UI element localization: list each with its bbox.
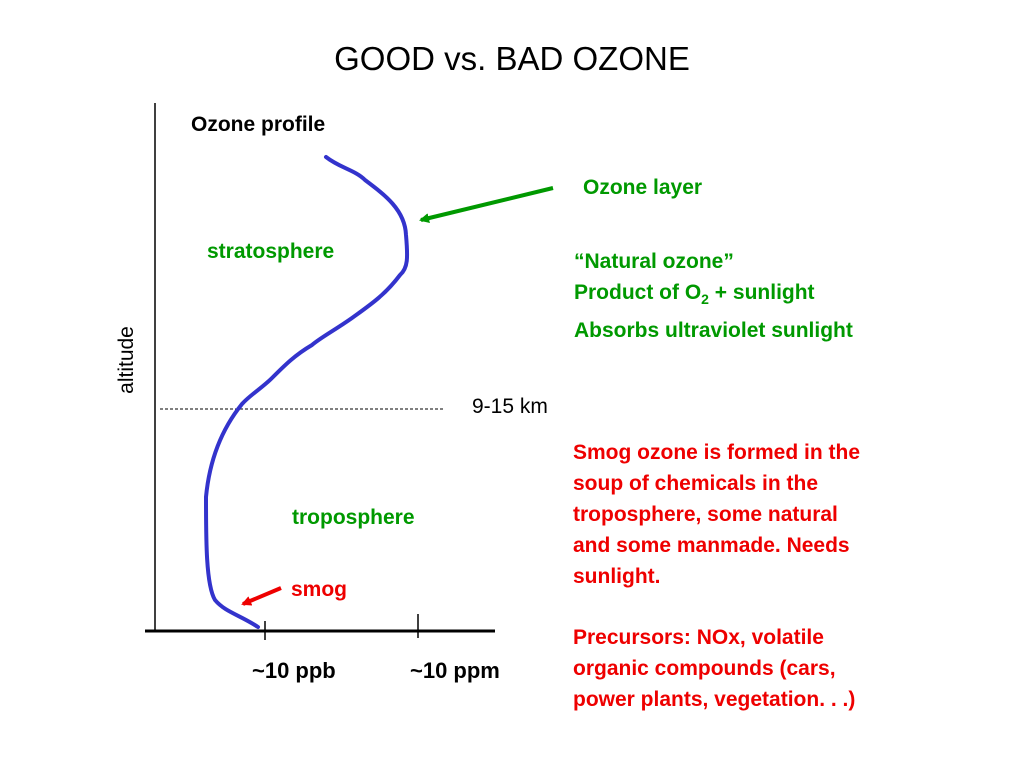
precursors-text: Precursors: NOx, volatile organic compou… — [573, 622, 855, 715]
precursors-line2: organic compounds (cars, — [573, 657, 836, 680]
y-axis-label: altitude — [115, 326, 138, 394]
smog-ozone-line5: sunlight. — [573, 565, 661, 588]
profile-title: Ozone profile — [191, 113, 326, 136]
x-tick-label-ppb: ~10 ppb — [252, 658, 336, 683]
natural-ozone-line3: Absorbs ultraviolet sunlight — [574, 319, 853, 343]
smog-arrow — [241, 586, 282, 606]
x-tick-label-ppm: ~10 ppm — [410, 658, 500, 683]
natural-ozone-text: “Natural ozone” Product of O2 + sunlight… — [574, 246, 853, 346]
natural-ozone-line2: Product of O2 + sunlight — [574, 277, 853, 315]
precursors-line3: power plants, vegetation. . .) — [573, 688, 856, 711]
ozone-profile-curve — [204, 155, 410, 629]
stratosphere-label: stratosphere — [207, 240, 335, 263]
natural-ozone-line2-prefix: Product of O — [574, 281, 702, 304]
smog-label: smog — [291, 578, 348, 601]
page-title: GOOD vs. BAD OZONE — [334, 40, 690, 77]
smog-ozone-line4: and some manmade. Needs — [573, 534, 850, 557]
ozone-layer-label: Ozone layer — [583, 176, 703, 199]
natural-ozone-line2-subscript: 2 — [701, 291, 709, 308]
natural-ozone-line1: “Natural ozone” — [574, 250, 734, 273]
ozone-layer-arrow — [419, 186, 554, 223]
troposphere-label: troposphere — [292, 506, 415, 529]
smog-ozone-line3: troposphere, some natural — [573, 503, 838, 526]
boundary-label: 9-15 km — [472, 395, 548, 418]
smog-ozone-line2: soup of chemicals in the — [573, 472, 819, 495]
precursors-line1: Precursors: NOx, volatile — [573, 626, 824, 649]
smog-ozone-text: Smog ozone is formed in the soup of chem… — [573, 437, 860, 592]
smog-ozone-line1: Smog ozone is formed in the — [573, 441, 861, 464]
natural-ozone-line2-suffix: + sunlight — [708, 281, 815, 304]
